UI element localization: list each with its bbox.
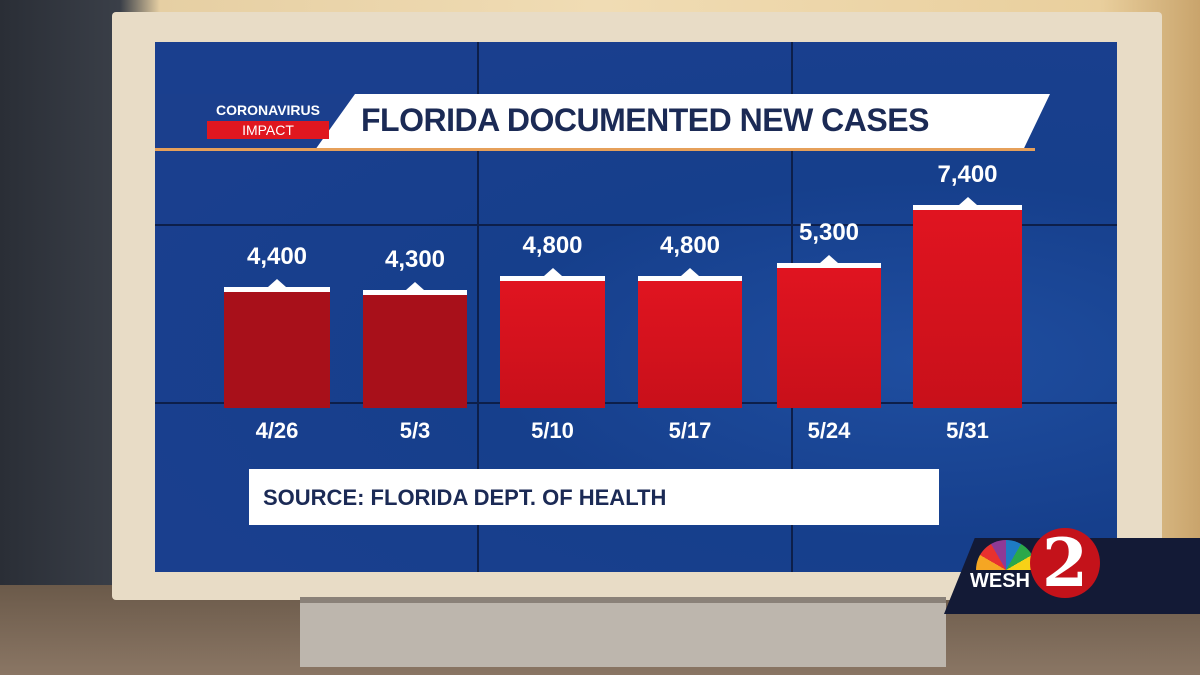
category-label: 5/3 (399, 418, 431, 443)
badge-coronavirus: CORONAVIRUS (216, 102, 320, 118)
bar-pointer (820, 254, 838, 263)
bar-pointer (958, 197, 977, 205)
screen-seam (155, 402, 1117, 404)
screen-seam (477, 42, 479, 572)
value-label: 4,800 (659, 232, 721, 260)
chart-title: FLORIDA DOCUMENTED NEW CASES (361, 102, 929, 138)
channel-number: 2 (1030, 528, 1100, 598)
title-stripe (155, 148, 1035, 151)
bar-5/10 (500, 276, 605, 408)
bar-4/26 (224, 287, 330, 408)
category-label: 5/24 (807, 418, 851, 443)
value-label: 5,300 (798, 218, 860, 246)
screen-seam (155, 224, 1117, 226)
bar-5/3 (363, 290, 467, 408)
title-banner: CORONAVIRUS IMPACT FLORIDA DOCUMENTED NE… (155, 94, 1050, 150)
source-caption: SOURCE: FLORIDA DEPT. OF HEALTH (249, 469, 939, 525)
bar-pointer (406, 282, 424, 291)
bar-5/24 (777, 262, 881, 408)
value-label: 4,400 (246, 243, 308, 271)
category-label: 5/17 (668, 418, 712, 443)
station-name: WESH (970, 570, 1030, 592)
category-label: 4/26 (255, 418, 299, 443)
bar-5/17 (638, 276, 742, 408)
bar-pointer (681, 268, 699, 277)
bar-pointer (268, 279, 286, 288)
value-label: 4,300 (384, 246, 446, 274)
bar-5/31 (913, 205, 1022, 408)
bar-pointer (543, 268, 562, 277)
value-label: 7,400 (937, 161, 998, 188)
badge-impact: IMPACT (207, 121, 329, 139)
category-label: 5/31 (946, 418, 989, 443)
category-label: 5/10 (531, 418, 574, 443)
stage-platform (300, 597, 946, 667)
value-label: 4,800 (522, 232, 583, 260)
chart-screen: CORONAVIRUS IMPACT FLORIDA DOCUMENTED NE… (155, 42, 1117, 572)
